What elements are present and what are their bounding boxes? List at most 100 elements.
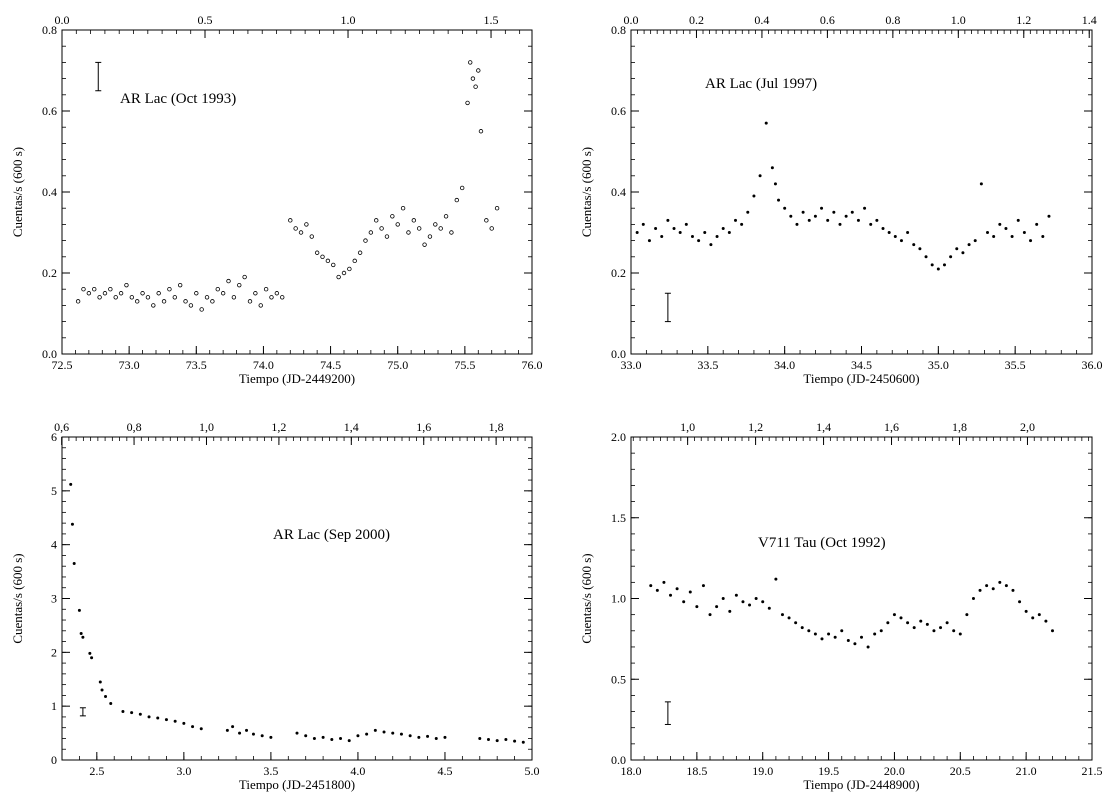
data-point [979,182,983,186]
data-point [881,226,885,230]
data-point [764,121,768,125]
data-point [129,295,135,300]
data-point [715,235,719,239]
y-tick-label: 0 [51,753,57,767]
data-point [280,295,285,300]
data-point [998,222,1002,226]
data-points [649,577,1054,649]
y-tick-label: 2 [51,645,57,659]
data-point [368,230,374,235]
data-point [459,185,465,191]
top-tick-label: 0.6 [820,13,835,27]
data-point [682,600,686,604]
data-point [952,629,956,633]
x-tick-label: 4.5 [437,764,452,778]
plot-frame [630,436,1093,761]
data-point [269,735,273,739]
data-point [138,712,142,716]
data-point [770,166,774,170]
data-point [695,605,699,609]
top-tick-label: 1,8 [952,420,967,434]
data-point [886,621,890,625]
x-axis-label: Tiempo (JD-2451800) [239,777,355,792]
y-tick-label: 0.8 [611,23,626,37]
data-point [715,605,719,609]
data-point [384,234,390,239]
data-point [70,522,74,526]
data-point [164,718,168,722]
data-point [147,715,151,719]
y-tick-label: 1 [51,699,57,713]
data-point [906,231,910,234]
data-point [121,710,125,714]
data-point [293,226,298,231]
data-point [92,287,97,292]
data-point [494,205,500,211]
data-point [967,243,971,247]
x-tick-label: 19.5 [818,764,839,778]
data-point [156,716,160,720]
top-tick-label: 0.5 [198,13,213,27]
data-point [476,68,481,73]
data-point [746,210,750,214]
data-point [703,231,707,234]
data-point [347,266,352,272]
data-point [906,621,910,625]
data-points [635,121,1051,271]
data-point [242,274,247,280]
data-point [309,234,314,239]
data-point [666,218,670,222]
data-point [863,206,867,210]
data-point [295,731,299,735]
data-point [641,222,645,226]
top-tick-label: 1.4 [1082,13,1097,27]
data-point [314,250,320,255]
y-axis-label: Cuentas/s (600 s) [10,553,25,643]
data-point [912,626,916,630]
x-axis-label: Tiempo (JD-2450600) [803,371,919,386]
data-point [325,258,331,264]
y-tick-label: 0.2 [42,266,57,280]
data-point [298,230,304,235]
data-point [443,214,449,219]
data-point [912,243,916,247]
data-point [728,609,732,613]
data-point [478,129,484,134]
data-point [406,230,411,235]
data-point [161,299,167,304]
data-point [304,222,309,227]
top-tick-label: 1.0 [951,13,966,27]
data-point [918,247,922,251]
data-point [417,226,422,231]
y-tick-label: 0.0 [611,753,626,767]
y-tick-label: 0.8 [42,23,57,37]
data-point [145,295,151,300]
data-point [449,230,454,235]
data-point [365,732,369,736]
data-point [88,651,92,655]
data-point [965,613,969,617]
data-point [251,732,255,736]
y-tick-label: 1.0 [611,592,626,606]
x-tick-label: 4.0 [350,764,365,778]
data-point [331,262,336,268]
data-point [879,629,883,633]
data-point [356,734,360,738]
data-point [748,603,752,607]
data-point [807,629,811,633]
data-point [182,721,186,725]
data-point [391,731,395,735]
x-tick-label: 20.5 [950,764,971,778]
data-point [177,282,183,288]
data-point [924,255,928,259]
data-point [721,597,725,600]
data-point [1044,619,1048,623]
data-point [844,214,848,218]
error-bar [95,61,102,92]
y-tick-label: 0.6 [42,104,57,118]
top-tick-label: 1,2 [271,420,286,434]
x-tick-label: 74.5 [320,358,341,372]
data-point [846,638,850,642]
top-tick-label: 1,4 [344,420,359,434]
